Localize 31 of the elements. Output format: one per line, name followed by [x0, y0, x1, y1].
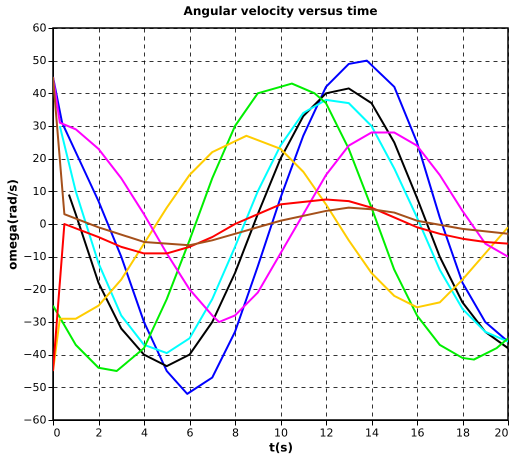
x-axis-title: t(s)	[269, 440, 293, 454]
x-tick-label: 6	[186, 426, 194, 440]
y-tick-label: 30	[32, 120, 46, 132]
x-tick-label: 20	[494, 426, 508, 440]
x-tick-label: 2	[96, 426, 102, 440]
chart-title: Angular velocity versus time	[184, 4, 378, 18]
y-tick-label: 0	[40, 218, 46, 230]
y-tick-label: −40	[23, 348, 46, 362]
y-tick-label: −10	[23, 250, 46, 264]
x-tick-label: 18	[456, 426, 470, 440]
y-tick-label: 20	[32, 152, 46, 166]
y-tick-label: 10	[32, 184, 46, 198]
x-tick-label: 0	[54, 426, 60, 440]
x-tick-label: 4	[141, 426, 148, 440]
y-tick-label: 40	[32, 86, 46, 100]
x-tick-label: 14	[365, 426, 379, 440]
line-series	[53, 198, 508, 372]
line-series	[53, 76, 508, 246]
y-tick-label: −20	[23, 282, 46, 296]
y-axis-title: omega(rad/s)	[5, 179, 20, 270]
x-tick-label: 8	[232, 426, 239, 440]
x-tick-label: 16	[410, 426, 424, 440]
line-series	[53, 76, 508, 323]
y-tick-label: −50	[23, 380, 46, 394]
y-tick-label: −60	[23, 414, 46, 426]
y-tick-label: 50	[32, 54, 46, 68]
x-tick-label: 12	[320, 426, 334, 440]
line-series	[53, 134, 508, 372]
x-tick-label: 10	[274, 426, 288, 440]
y-tick-label: −30	[23, 316, 46, 328]
y-tick-label: 60	[32, 22, 46, 34]
